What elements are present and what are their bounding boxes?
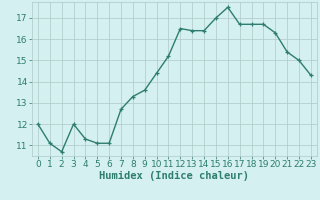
X-axis label: Humidex (Indice chaleur): Humidex (Indice chaleur) bbox=[100, 171, 249, 181]
